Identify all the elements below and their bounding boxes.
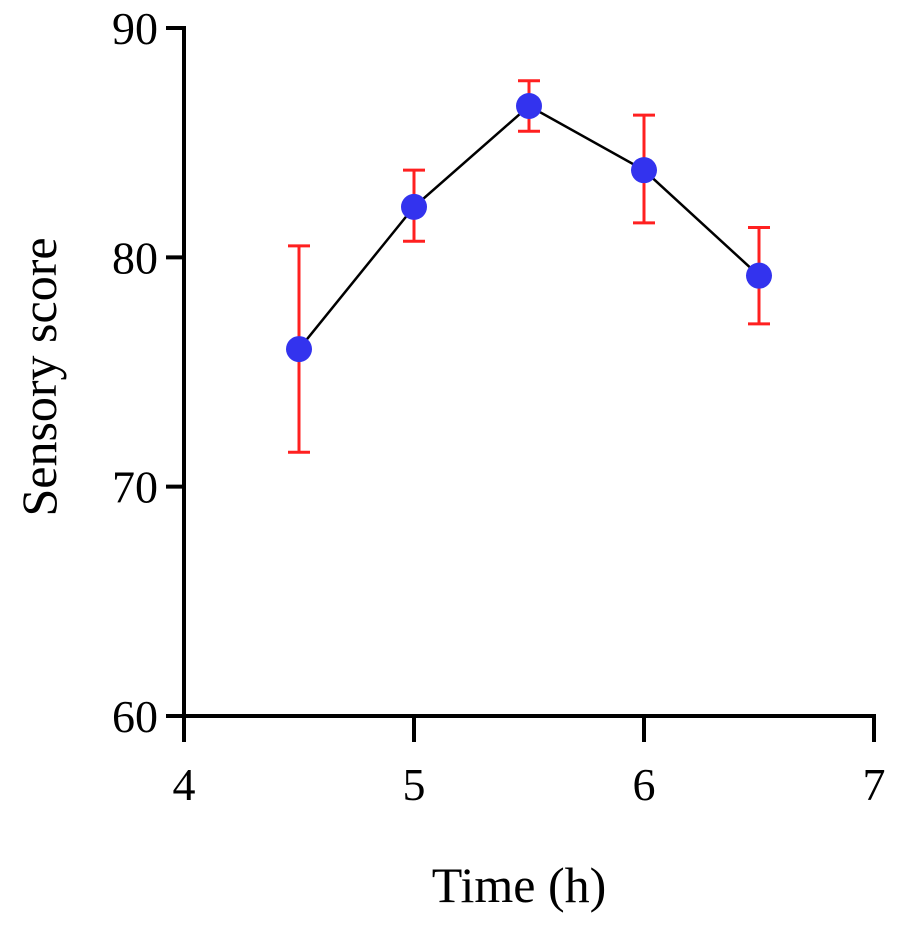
y-axis-ticks: 60 70 80 90 [112, 3, 184, 742]
data-point-6.5 [746, 262, 772, 289]
y-axis-title: Sensory score [11, 237, 67, 516]
x-tick-label-6: 6 [633, 759, 656, 810]
y-tick-label-90: 90 [112, 3, 158, 54]
y-tick-label-70: 70 [112, 462, 158, 513]
series-line [298, 104, 760, 350]
y-tick-label-60: 60 [112, 691, 158, 742]
data-point-5 [401, 193, 427, 220]
data-point-4.5 [286, 336, 312, 363]
x-tick-label-7: 7 [863, 759, 886, 810]
data-point-6 [631, 157, 657, 184]
x-tick-label-5: 5 [403, 759, 426, 810]
y-tick-label-80: 80 [112, 232, 158, 283]
x-tick-label-4: 4 [173, 759, 196, 810]
error-bars [288, 79, 770, 454]
data-markers [286, 92, 772, 363]
x-axis-ticks: 4 5 6 7 [173, 716, 886, 810]
data-point-5.5 [516, 92, 542, 119]
x-axis-title: Time (h) [432, 857, 607, 913]
